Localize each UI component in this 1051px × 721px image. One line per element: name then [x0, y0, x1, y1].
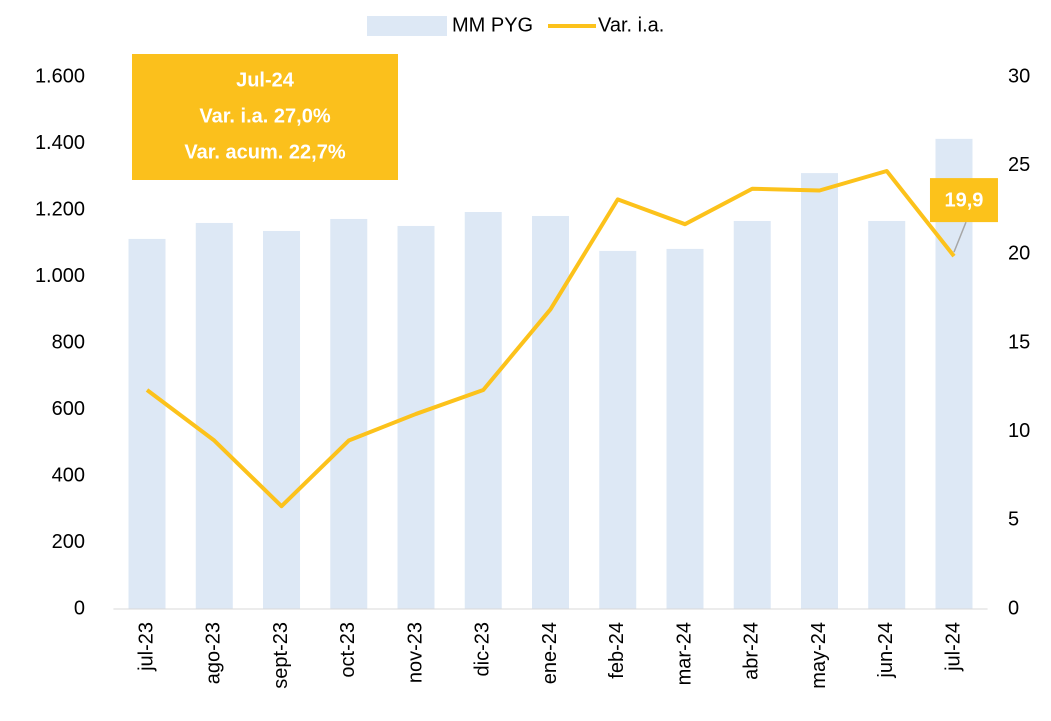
annotation-text: Var. i.a. 27,0% — [199, 105, 330, 127]
x-tick-label: feb-24 — [606, 622, 628, 679]
x-tick-label: oct-23 — [337, 622, 359, 678]
bar — [128, 238, 166, 610]
y2-tick-label: 30 — [1008, 65, 1030, 87]
x-tick-label: ago-23 — [203, 622, 225, 684]
y2-tick-label: 15 — [1008, 331, 1030, 353]
y-tick-label: 1.400 — [35, 132, 85, 154]
data-label: 19,9 — [945, 189, 984, 211]
y-tick-label: 400 — [52, 464, 85, 486]
bar — [868, 220, 906, 609]
y2-tick-label: 0 — [1008, 597, 1019, 619]
bar — [800, 173, 838, 609]
y-tick-label: 1.200 — [35, 198, 85, 220]
x-tick-label: ene-24 — [539, 622, 561, 684]
y-tick-label: 200 — [52, 531, 85, 553]
bar — [599, 250, 637, 609]
annotation-box — [132, 54, 398, 180]
bar — [666, 248, 704, 609]
legend-label: Var. i.a. — [598, 14, 664, 36]
legend-swatch — [367, 16, 447, 36]
x-tick-label: jul-24 — [942, 622, 964, 672]
bar — [263, 230, 301, 609]
y-tick-label: 800 — [52, 331, 85, 353]
y2-tick-label: 10 — [1008, 420, 1030, 442]
y2-tick-label: 20 — [1008, 243, 1030, 265]
bar — [532, 215, 569, 610]
y2-tick-label: 25 — [1008, 154, 1030, 176]
line — [145, 168, 956, 509]
y-tick-label: 600 — [52, 398, 85, 420]
x-tick-label: mar-24 — [673, 622, 695, 685]
legend-label: MM PYG — [452, 14, 533, 36]
bar — [195, 222, 233, 609]
bar — [330, 218, 368, 610]
bar — [464, 211, 502, 609]
x-tick-label: jul-23 — [135, 622, 157, 672]
x-tick-label: dic-23 — [472, 622, 494, 676]
x-tick-label: sept-23 — [270, 622, 292, 689]
leader-line — [953, 221, 967, 253]
x-tick-label: jun-24 — [875, 622, 897, 679]
data-label-box — [929, 178, 998, 223]
annotation-text: Var. acum. 22,7% — [184, 141, 345, 163]
x-tick-label: nov-23 — [404, 622, 426, 683]
y-tick-label: 1.600 — [35, 65, 85, 87]
x-tick-label: abr-24 — [741, 622, 763, 680]
y-tick-label: 0 — [74, 597, 85, 619]
y2-tick-label: 5 — [1008, 509, 1019, 531]
x-tick-label: may-24 — [808, 622, 830, 689]
bar — [733, 220, 771, 609]
annotation-text: Jul-24 — [236, 69, 295, 91]
y-tick-label: 1.000 — [35, 265, 85, 287]
